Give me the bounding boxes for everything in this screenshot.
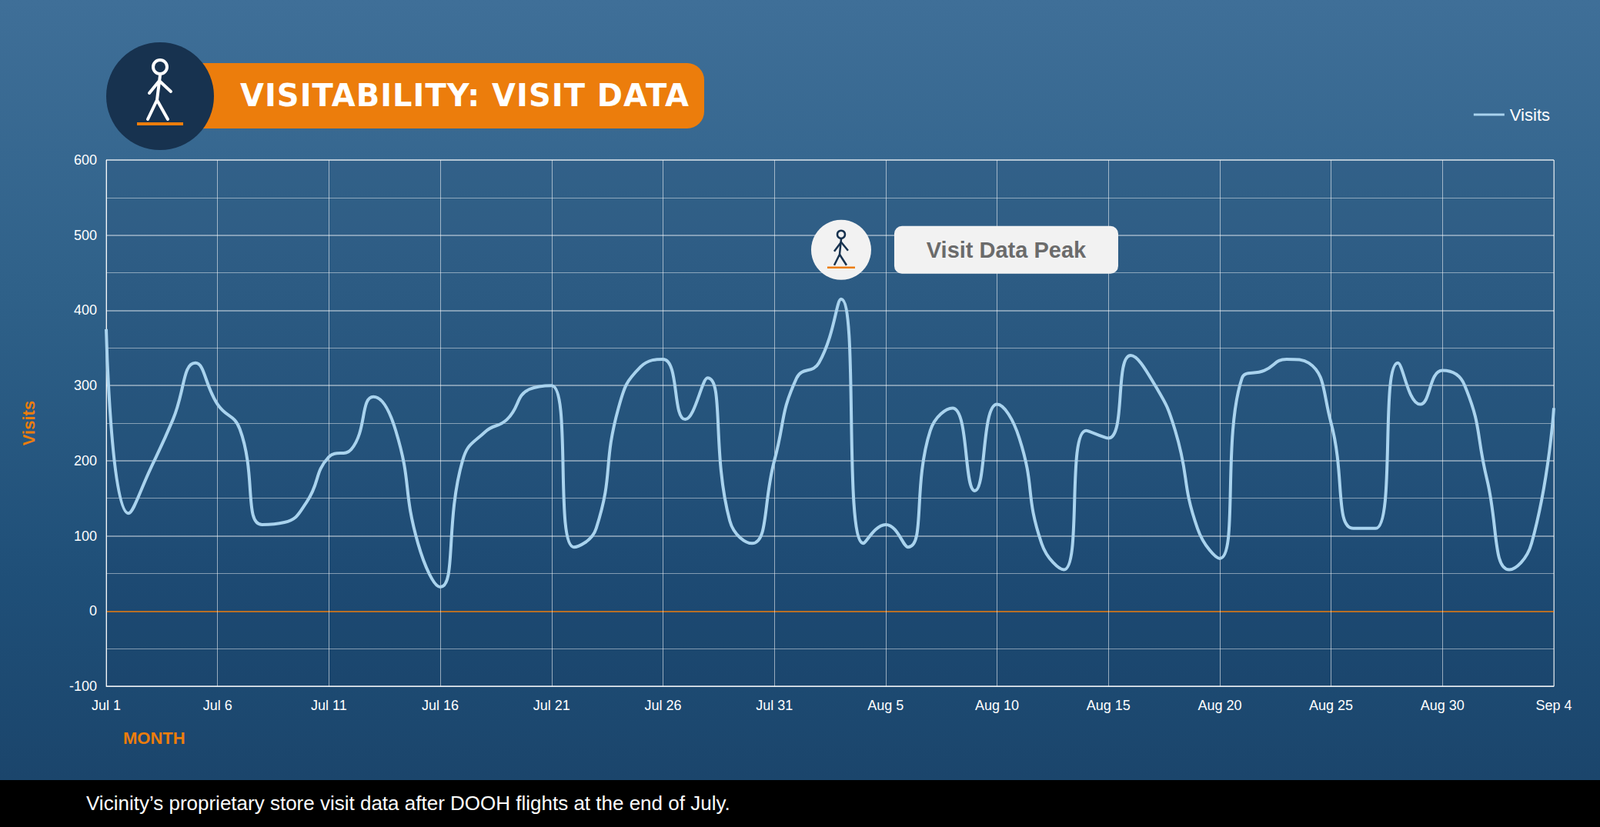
svg-text:Sep 4: Sep 4 [1535,698,1572,714]
svg-text:100: 100 [73,528,97,545]
svg-text:Visits: Visits [19,400,39,446]
svg-text:500: 500 [73,227,97,244]
svg-text:Aug 25: Aug 25 [1309,698,1353,714]
svg-text:-100: -100 [69,678,97,695]
svg-text:Jul 31: Jul 31 [755,698,793,714]
svg-text:300: 300 [73,377,97,394]
svg-text:Jul 26: Jul 26 [644,698,682,714]
svg-text:MONTH: MONTH [123,728,186,749]
svg-text:400: 400 [73,302,97,318]
html-text:VISITABILITY: VISIT DATA: VISITABILITY: VISIT DATA [240,77,690,114]
svg-text:Jul 11: Jul 11 [310,698,348,714]
svg-text:Aug 15: Aug 15 [1086,698,1131,714]
svg-text:Jul 16: Jul 16 [421,698,459,714]
html-text:Vicinity’s proprietary store v: Vicinity’s proprietary store visit data … [86,791,731,816]
svg-text:Aug 10: Aug 10 [975,698,1019,714]
svg-text:Aug 30: Aug 30 [1420,698,1465,714]
svg-text:0: 0 [89,603,97,619]
svg-text:Jul 21: Jul 21 [533,698,571,714]
svg-text:Aug 20: Aug 20 [1197,698,1242,714]
svg-text:Visits: Visits [1509,105,1550,125]
svg-text:600: 600 [73,152,97,168]
svg-text:Visit Data Peak: Visit Data Peak [926,237,1087,263]
svg-text:200: 200 [73,453,97,469]
svg-text:Jul 1: Jul 1 [91,698,121,714]
svg-text:Jul 6: Jul 6 [203,698,233,714]
svg-text:Aug 5: Aug 5 [867,698,904,714]
